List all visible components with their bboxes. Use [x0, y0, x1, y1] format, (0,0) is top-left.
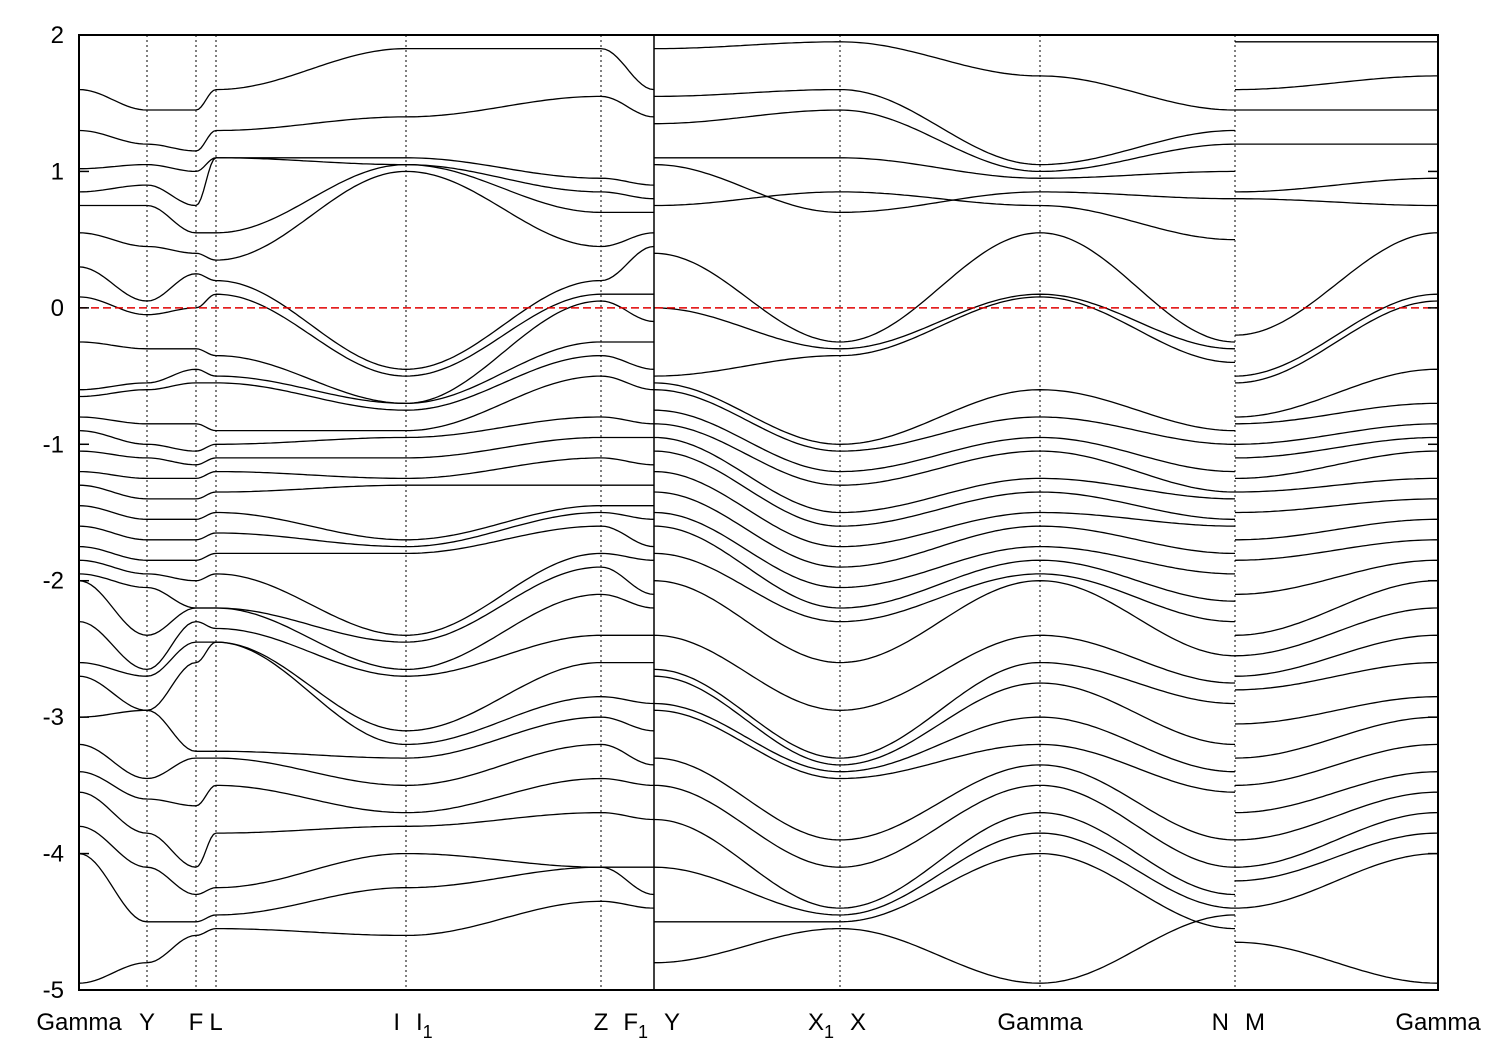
- band-line-14: [79, 525, 1438, 609]
- band-line-7: [79, 709, 1438, 793]
- band-line-9: [79, 641, 1438, 766]
- k-point-label: Z: [594, 1009, 609, 1036]
- band-line-13: [79, 552, 1438, 636]
- band-line-15: [79, 511, 1438, 589]
- band-line-5: [79, 771, 1438, 868]
- k-point-label: Gamma: [997, 1009, 1083, 1036]
- band-line-1: [79, 900, 1438, 984]
- band-line-16: [79, 491, 1438, 568]
- band-line-30: [79, 109, 1438, 186]
- band-line-26: [79, 232, 1438, 370]
- band-line-10: [79, 620, 1438, 759]
- band-line-22: [79, 354, 1438, 452]
- band-line-31: [79, 75, 1438, 166]
- k-point-label: I1: [416, 1009, 433, 1042]
- y-tick-label: -4: [43, 841, 64, 868]
- y-tick-label: 2: [51, 22, 64, 49]
- k-point-label: Gamma: [36, 1009, 122, 1036]
- band-line-21: [79, 375, 1438, 473]
- band-line-2: [79, 852, 1438, 930]
- k-point-label: F: [189, 1009, 204, 1036]
- bands: [79, 41, 1438, 984]
- band-line-25: [79, 293, 1438, 377]
- band-line-3: [79, 825, 1438, 916]
- y-tick-label: 1: [51, 158, 64, 185]
- band-line-23: [79, 341, 1438, 445]
- plot-frame: [78, 34, 1439, 991]
- band-line-17: [79, 470, 1438, 548]
- y-axis: -5 -4 -3 -2 -1 0 1 2: [43, 22, 1438, 1004]
- y-tick-label: -5: [43, 977, 64, 1004]
- band-line-27: [79, 170, 1438, 261]
- k-point-label: L: [209, 1009, 222, 1036]
- band-line-4: [79, 791, 1438, 909]
- k-point-label: X1: [808, 1009, 834, 1042]
- k-point-label: M: [1245, 1009, 1265, 1036]
- k-point-label: Y: [664, 1009, 680, 1036]
- band-line-19: [79, 436, 1438, 514]
- band-line-12: [79, 566, 1438, 664]
- band-line-29: [79, 143, 1438, 207]
- band-line-28: [79, 163, 1438, 234]
- y-tick-label: -2: [43, 568, 64, 595]
- band-line-6: [79, 743, 1438, 841]
- band-line-11: [79, 580, 1438, 711]
- y-tick-label: -1: [43, 431, 64, 458]
- k-point-label: Gamma: [1395, 1009, 1481, 1036]
- band-line-32: [79, 41, 1438, 111]
- band-line-18: [79, 450, 1438, 527]
- y-tick-label: 0: [51, 295, 64, 322]
- band-line-20: [79, 416, 1438, 493]
- y-tick-label: -3: [43, 704, 64, 731]
- k-point-label: Y: [139, 1009, 155, 1036]
- k-point-label: F1: [623, 1009, 648, 1042]
- band-line-24: [79, 296, 1438, 405]
- band-line-8: [79, 641, 1438, 773]
- x-axis: Gamma Y F L I I1 Z F1 Y X1 X Gamma N M Gamma: [36, 1009, 1481, 1042]
- k-point-label: X: [850, 1009, 866, 1036]
- k-point-label: N: [1212, 1009, 1229, 1036]
- k-point-label: I: [393, 1009, 400, 1036]
